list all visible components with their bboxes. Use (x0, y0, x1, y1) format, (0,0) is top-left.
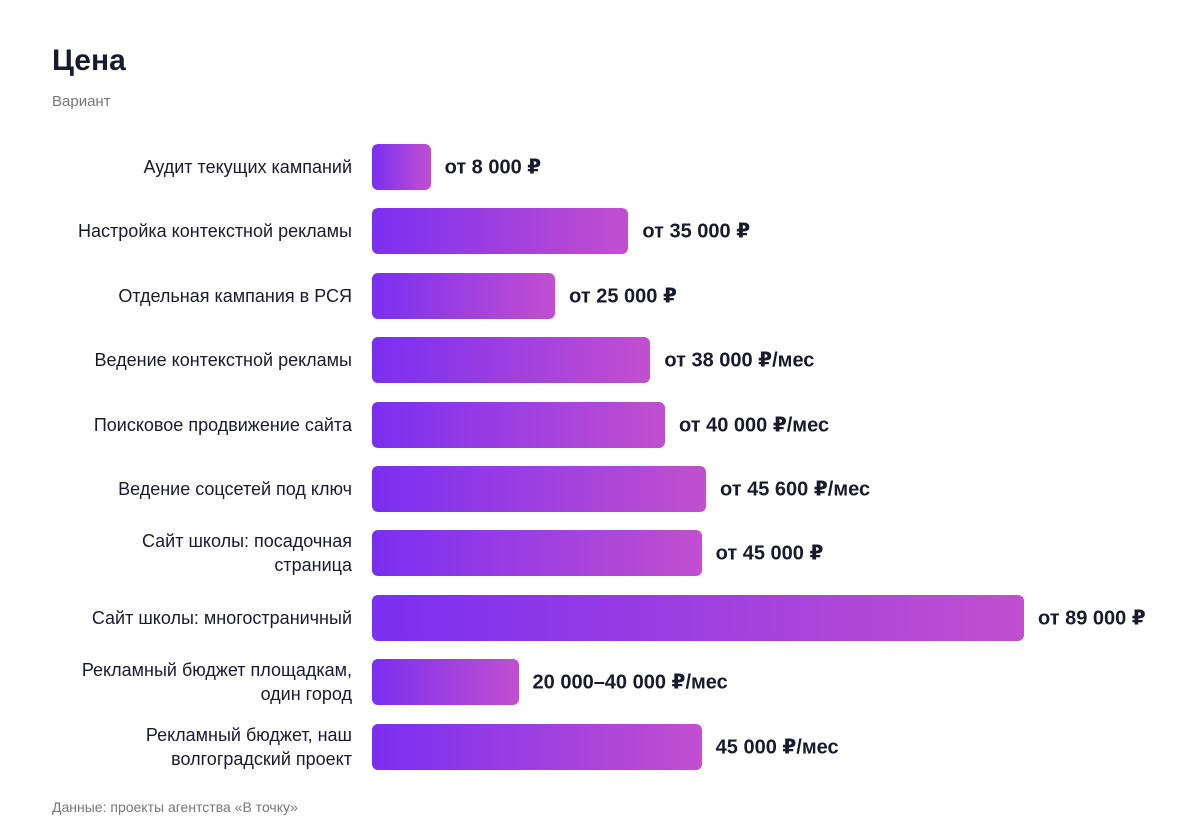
category-label: Рекламный бюджет площадкам, один город (81, 660, 352, 705)
bar (372, 401, 666, 448)
category-label: Сайт школы: посадочная страница (141, 531, 352, 576)
category-label: Отдельная кампания в РСЯ (118, 285, 352, 306)
category-label: Рекламный бюджет, наш волгоградский прое… (145, 724, 352, 769)
bar (372, 144, 431, 190)
value-label: от 89 000 ₽ (1038, 607, 1146, 630)
category-label: Поисковое продвижение сайта (93, 414, 352, 435)
category-label: Аудит текущих кампаний (143, 157, 352, 177)
value-label: от 45 600 ₽/мес (720, 478, 871, 501)
value-label: от 45 000 ₽ (715, 542, 824, 565)
chart-source: Данные: проекты агентства «В точку» (52, 799, 298, 815)
chart-subtitle: Вариант (52, 93, 111, 110)
category-label: Настройка контекстной рекламы (78, 221, 352, 242)
bar (372, 594, 1024, 641)
category-label: Ведение соцсетей под ключ (118, 479, 352, 499)
value-label: от 25 000 ₽ (569, 285, 677, 308)
bar (372, 659, 519, 706)
value-label: от 40 000 ₽/мес (679, 414, 830, 437)
value-label: 20 000–40 000 ₽/мес (532, 671, 728, 694)
bar (372, 272, 556, 319)
category-label: Ведение контекстной рекламы (94, 350, 352, 371)
value-label: от 8 000 ₽ (444, 156, 542, 179)
bar (372, 466, 707, 512)
value-label: от 38 000 ₽/мес (664, 349, 815, 372)
bar (372, 337, 651, 384)
value-label: 45 000 ₽/мес (715, 736, 839, 759)
chart-title: Цена (52, 44, 126, 77)
category-label: Сайт школы: многостраничный (91, 607, 352, 628)
bar (372, 723, 702, 770)
bar (372, 530, 702, 577)
bar (372, 208, 629, 255)
value-label: от 35 000 ₽ (642, 220, 751, 243)
